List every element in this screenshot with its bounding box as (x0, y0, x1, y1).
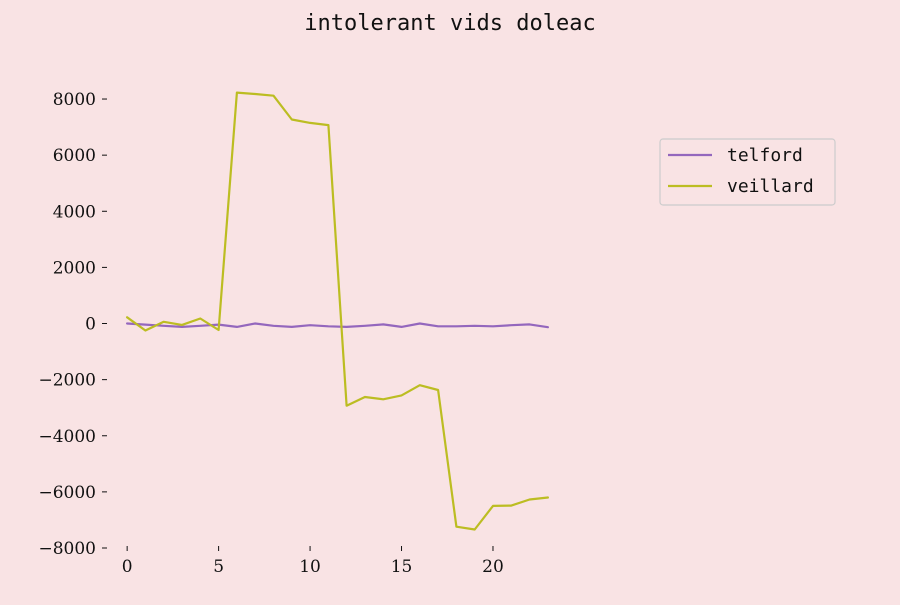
series-line-veillard (125, 91, 550, 531)
y-tick-label: −4000 (38, 427, 96, 447)
legend-label-veillard: veillard (727, 176, 814, 197)
y-tick-label: 4000 (53, 202, 96, 222)
y-tick-label: 0 (85, 315, 96, 335)
y-tick-label: 2000 (53, 258, 96, 278)
x-tick-label: 0 (122, 557, 133, 577)
y-axis: −8000 −6000 −4000 −2000 0 2000 4000 6000 8000 (38, 90, 107, 559)
x-tick-label: 20 (482, 557, 504, 577)
y-tick-label: 6000 (53, 146, 96, 166)
x-tick-label: 15 (391, 557, 413, 577)
chart-title: intolerant vids doleac (304, 11, 595, 36)
legend: telford veillard (659, 138, 836, 206)
x-tick-label: 10 (299, 557, 321, 577)
y-tick-label: 8000 (53, 90, 96, 110)
series-layer (125, 91, 550, 531)
series-line-telford (125, 322, 550, 329)
x-axis: 0 5 10 15 20 (122, 546, 504, 577)
y-tick-label: −8000 (38, 539, 96, 559)
x-tick-label: 5 (213, 557, 224, 577)
legend-label-telford: telford (727, 145, 803, 166)
y-tick-label: −6000 (38, 483, 96, 503)
y-tick-label: −2000 (38, 371, 96, 391)
